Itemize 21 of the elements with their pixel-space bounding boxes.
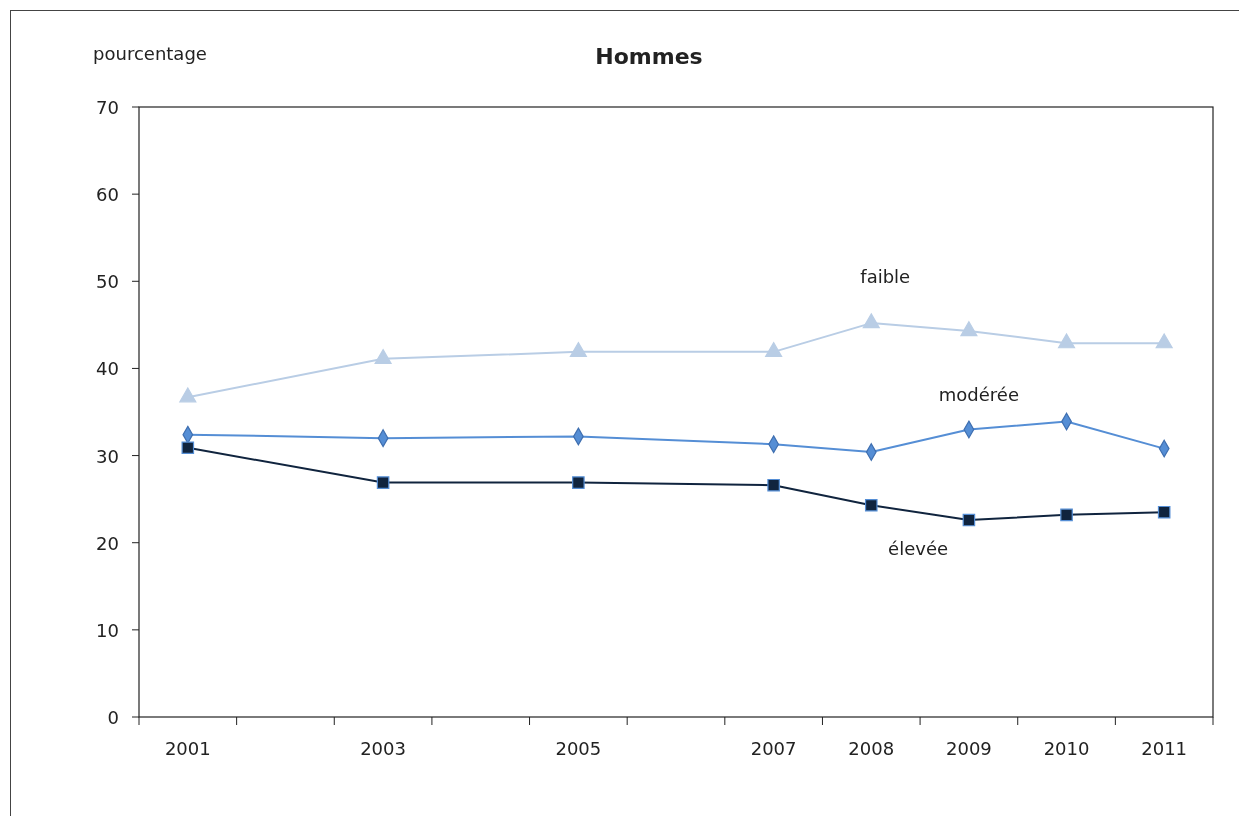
- x-tick-label: 2007: [750, 738, 797, 759]
- y-tick-label: 20: [96, 532, 119, 554]
- series-label: modérée: [938, 384, 1020, 406]
- x-tick-label: 2008: [848, 738, 895, 759]
- series-label: élevée: [888, 538, 949, 560]
- x-tick-label: 2011: [1141, 738, 1188, 759]
- x-tick-label: 2005: [555, 738, 602, 759]
- y-tick-label: 50: [96, 271, 119, 293]
- y-tick-label: 40: [96, 358, 119, 380]
- x-tick-label: 2001: [164, 738, 211, 759]
- y-tick-label: 10: [96, 619, 119, 641]
- x-tick-label: 2009: [946, 738, 992, 759]
- y-tick-label: 0: [107, 707, 119, 728]
- y-tick-label: 70: [96, 97, 119, 118]
- y-tick-label: 30: [96, 445, 119, 467]
- series-label: faible: [860, 266, 911, 288]
- chart-title: Hommes: [595, 44, 703, 69]
- y-tick-label: 60: [96, 184, 119, 206]
- x-tick-label: 2010: [1043, 738, 1090, 759]
- x-tick-label: 2003: [360, 738, 406, 759]
- y-axis-title: pourcentage: [93, 43, 207, 64]
